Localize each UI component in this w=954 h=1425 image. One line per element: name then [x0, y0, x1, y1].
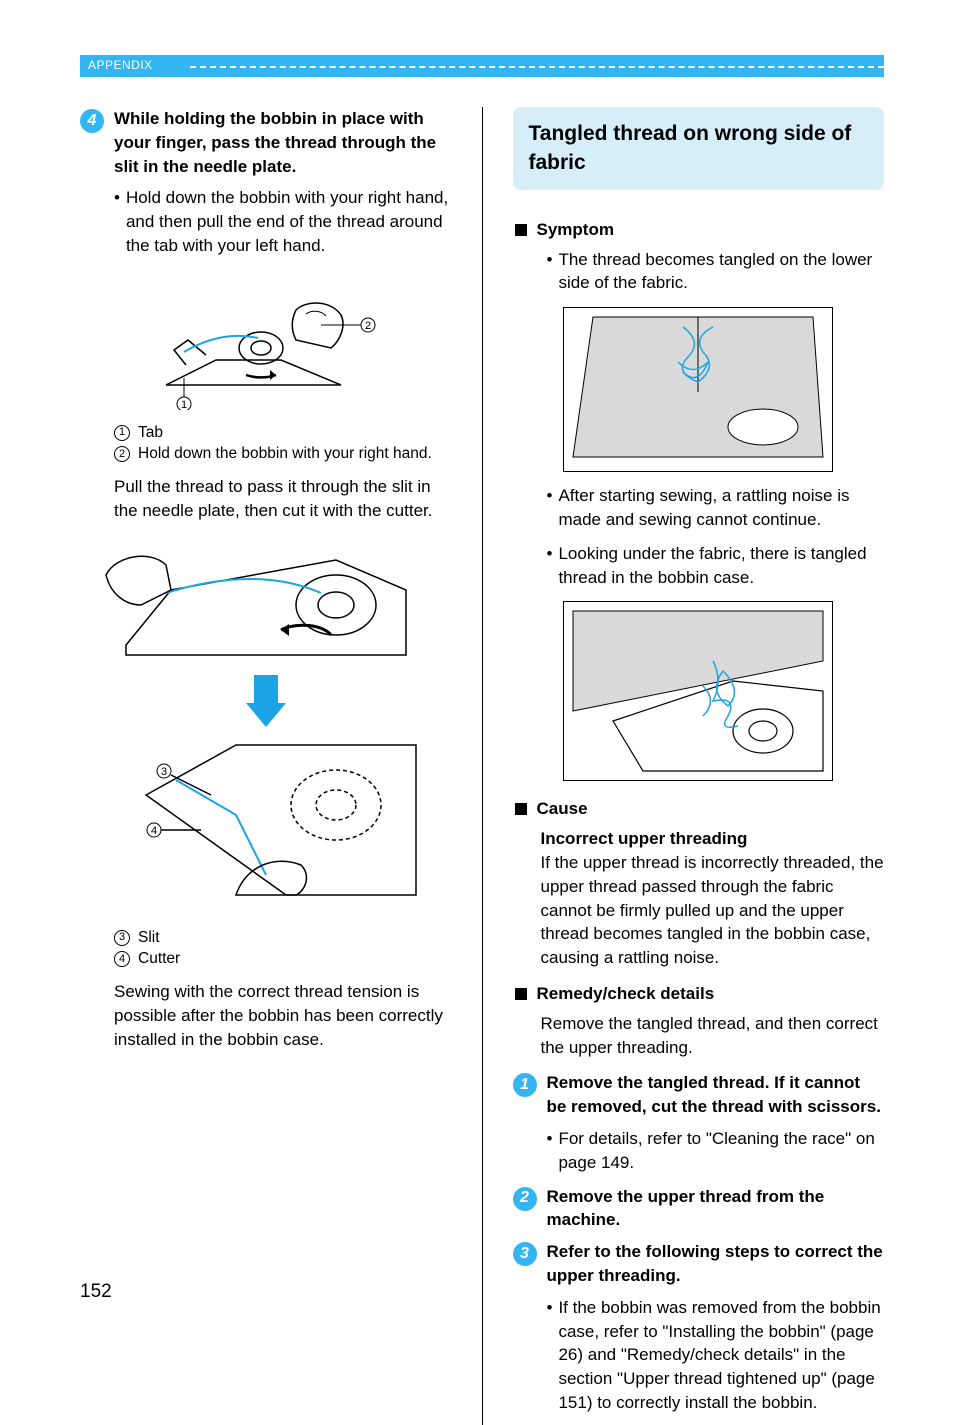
svg-text:2: 2 — [365, 320, 371, 332]
cause-text: If the upper thread is incorrectly threa… — [541, 851, 885, 970]
callout-label: Tab — [138, 422, 163, 444]
header-bar: APPENDIX — [80, 55, 884, 77]
cause-label: Cause — [537, 797, 588, 821]
paragraph: Pull the thread to pass it through the s… — [114, 475, 452, 523]
svg-text:1: 1 — [181, 399, 187, 410]
step-4: 4 While holding the bobbin in place with… — [80, 107, 452, 178]
svg-text:4: 4 — [151, 825, 157, 837]
callout-row: 1 Tab — [114, 422, 452, 444]
callout-row: 3 Slit — [114, 927, 452, 949]
symptom-bullet-3: • Looking under the fabric, there is tan… — [547, 542, 885, 590]
remedy-step-1: 1 Remove the tangled thread. If it canno… — [513, 1071, 885, 1119]
symptom-bullet-1: • The thread becomes tangled on the lowe… — [547, 248, 885, 296]
callout-label: Cutter — [138, 948, 180, 970]
bullet-text: Hold down the bobbin with your right han… — [126, 186, 452, 257]
step-4-text: While holding the bobbin in place with y… — [114, 107, 452, 178]
cause-heading: Cause — [513, 797, 885, 821]
bullet-dot: • — [547, 484, 553, 532]
bullet-text: The thread becomes tangled on the lower … — [558, 248, 884, 296]
cause-subheading: Incorrect upper threading — [541, 827, 885, 851]
callout-number: 1 — [114, 425, 130, 441]
callout-list-b: 3 Slit 4 Cutter — [114, 927, 452, 970]
step-number-badge: 1 — [513, 1073, 537, 1097]
bullet-dot: • — [547, 542, 553, 590]
bullet-dot: • — [114, 186, 120, 257]
step-number-badge: 2 — [513, 1187, 537, 1211]
callout-row: 4 Cutter — [114, 948, 452, 970]
remedy-step-3: 3 Refer to the following steps to correc… — [513, 1240, 885, 1288]
remedy-step-1-text: Remove the tangled thread. If it cannot … — [547, 1071, 885, 1119]
symptom-bullet-2: • After starting sewing, a rattling nois… — [547, 484, 885, 532]
illustration-bobbin-hold: 1 2 — [80, 270, 452, 410]
remedy-step-2: 2 Remove the upper thread from the machi… — [513, 1185, 885, 1233]
column-separator — [482, 107, 483, 1425]
bullet-text: After starting sewing, a rattling noise … — [558, 484, 884, 532]
callout-row: 2 Hold down the bobbin with your right h… — [114, 443, 452, 465]
remedy-heading: Remedy/check details — [513, 982, 885, 1006]
illustration-tangled-lower — [513, 307, 885, 472]
section-title-text: Tangled thread on wrong side of fabric — [529, 122, 852, 174]
step-number-badge: 4 — [80, 109, 104, 133]
step-4-bullet-1: • Hold down the bobbin with your right h… — [114, 186, 452, 257]
callout-label: Slit — [138, 927, 160, 949]
step-number-badge: 3 — [513, 1242, 537, 1266]
left-column: 4 While holding the bobbin in place with… — [80, 107, 452, 1425]
callout-number: 4 — [114, 951, 130, 967]
remedy-intro: Remove the tangled thread, and then corr… — [541, 1012, 885, 1060]
square-bullet-icon — [515, 224, 527, 236]
callout-number: 3 — [114, 930, 130, 946]
cause-sub: Incorrect upper threading If the upper t… — [541, 827, 885, 970]
bullet-dot: • — [547, 248, 553, 296]
symptom-label: Symptom — [537, 218, 614, 242]
callout-list-a: 1 Tab 2 Hold down the bobbin with your r… — [114, 422, 452, 465]
remedy-step-2-text: Remove the upper thread from the machine… — [547, 1185, 885, 1233]
remedy-label: Remedy/check details — [537, 982, 715, 1006]
square-bullet-icon — [515, 988, 527, 1000]
paragraph: Sewing with the correct thread tension i… — [114, 980, 452, 1051]
callout-label: Hold down the bobbin with your right han… — [138, 443, 432, 465]
bullet-dot: • — [547, 1127, 553, 1175]
bullet-text: For details, refer to "Cleaning the race… — [558, 1127, 884, 1175]
page-number: 152 — [80, 1279, 112, 1306]
svg-text:3: 3 — [161, 766, 167, 778]
remedy-step-3-bullet: • If the bobbin was removed from the bob… — [547, 1296, 885, 1415]
header-dash-line — [190, 66, 884, 68]
illustration-thread-slit-cutter: 3 4 — [80, 535, 452, 915]
bullet-dot: • — [547, 1296, 553, 1415]
illustration-tangled-bobbin — [513, 601, 885, 781]
remedy-step-1-bullet: • For details, refer to "Cleaning the ra… — [547, 1127, 885, 1175]
callout-number: 2 — [114, 446, 130, 462]
bullet-text: Looking under the fabric, there is tangl… — [558, 542, 884, 590]
square-bullet-icon — [515, 803, 527, 815]
right-column: Tangled thread on wrong side of fabric S… — [513, 107, 885, 1425]
remedy-step-3-text: Refer to the following steps to correct … — [547, 1240, 885, 1288]
bullet-text: If the bobbin was removed from the bobbi… — [558, 1296, 884, 1415]
symptom-heading: Symptom — [513, 218, 885, 242]
section-title-box: Tangled thread on wrong side of fabric — [513, 107, 885, 190]
header-label: APPENDIX — [88, 57, 153, 74]
